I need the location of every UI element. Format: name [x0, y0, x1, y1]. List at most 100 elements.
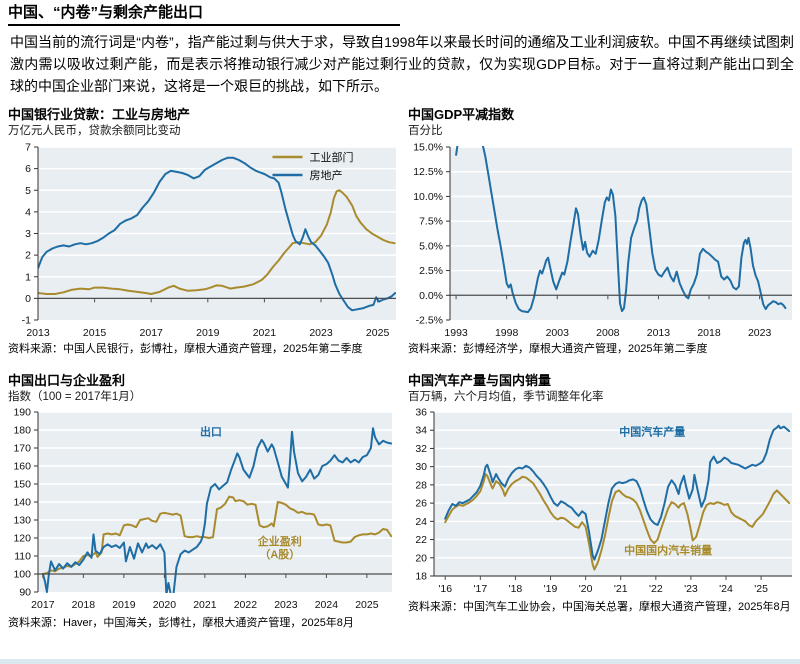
chart-title: 中国GDP平减指数 — [408, 107, 515, 122]
chart-title: 中国出口与企业盈利 — [8, 373, 126, 388]
y-tick-label: 26 — [415, 498, 427, 510]
y-tick-label: 4 — [25, 206, 31, 218]
y-tick-label: 120 — [13, 533, 31, 545]
series-label: 中国汽车产量 — [619, 425, 685, 439]
y-tick-label: -2.5% — [416, 315, 443, 327]
chart-subtitle: 百万辆，六个月均值，季节调整年化率 — [408, 391, 604, 403]
chart-subtitle: 指数（100 = 2017年1月） — [8, 391, 142, 403]
series-line-GDP平减指数 — [455, 146, 787, 314]
x-tick-label: 2003 — [546, 327, 570, 339]
y-tick-label: 30 — [415, 461, 427, 473]
y-tick-label: 110 — [14, 551, 31, 563]
y-tick-label: 190 — [13, 407, 31, 419]
y-tick-label: -1 — [22, 315, 31, 327]
y-tick-label: 100 — [13, 569, 31, 581]
x-tick-label: 2013 — [647, 327, 671, 339]
x-tick-label: 1998 — [495, 327, 519, 339]
chart-exports-profits: 中国出口与企业盈利 指数（100 = 2017年1月） 90 100 110 120 1… — [8, 372, 398, 631]
y-tick-label: 18 — [415, 571, 427, 583]
y-tick-label: 7.5% — [419, 216, 443, 228]
series-label: 企业盈利 — [257, 534, 302, 548]
chart-title: 中国汽车产量与国内销量 — [408, 373, 552, 388]
legend-label: 工业部门 — [309, 150, 353, 164]
chart-auto-production-sales: 中国汽车产量与国内销量 百万辆，六个月均值，季节调整年化率 18 20 22 24 26… — [408, 372, 798, 631]
x-tick-label: 1993 — [444, 327, 468, 339]
series-line-出口 — [41, 427, 392, 593]
y-tick-label: 0 — [25, 293, 31, 305]
x-tick-label: 2023 — [274, 599, 298, 611]
next-section-edge — [0, 659, 800, 664]
chart-source: 资料来源：Haver，中国海关，彭博社，摩根大通资产管理，2025年8月 — [8, 617, 354, 629]
x-tick-label: 2020 — [153, 599, 177, 611]
y-tick-label: 10.0% — [413, 191, 443, 203]
y-tick-label: 3 — [25, 228, 31, 240]
chart-source: 资料来源：中国汽车工业协会，中国海关总署，摩根大通资产管理，2025年8月 — [408, 601, 791, 613]
x-tick-label: 2024 — [315, 599, 339, 611]
x-tick-label: '20 — [579, 583, 593, 595]
y-tick-label: 22 — [415, 534, 427, 546]
exports-profits-chart-canvas: 90 100 110 120 130 140 150 160 170 180 190 2017 2018… — [13, 407, 392, 611]
series-line-中国汽车产量 — [444, 424, 791, 561]
x-tick-label: 2019 — [112, 599, 136, 611]
y-tick-label: 5 — [25, 185, 31, 197]
chart-subtitle: 百分比 — [408, 125, 443, 137]
y-tick-label: 28 — [415, 479, 427, 491]
y-tick-label: 140 — [13, 497, 31, 509]
chart-subtitle: 万亿元人民币，贷款余额同比变动 — [8, 125, 181, 137]
x-tick-label: 2008 — [596, 327, 620, 339]
series-line-中国国内汽车销量 — [444, 473, 791, 571]
x-tick-label: 2018 — [72, 599, 96, 611]
y-tick-label: 150 — [13, 479, 31, 491]
chart-gdp-deflator: 中国GDP平减指数 百分比 -2.5% 0.0% 2.5% 5.0% 7.5% 10.0%… — [408, 106, 798, 357]
legend-label: 房地产 — [309, 168, 342, 182]
y-tick-label: 5.0% — [419, 240, 443, 252]
y-tick-label: 36 — [415, 407, 427, 419]
y-tick-label: 24 — [415, 516, 427, 528]
plot-area — [434, 412, 792, 576]
x-tick-label: 2025 — [355, 599, 379, 611]
series-label: 出口 — [200, 424, 222, 438]
x-tick-label: 2015 — [83, 327, 107, 339]
x-tick-label: 2017 — [31, 599, 55, 611]
chart-bank-loans: 中国银行业贷款：工业与房地产 万亿元人民币，贷款余额同比变动 -1 0 1 2 3 4 5 6… — [8, 106, 398, 357]
chart-source: 资料来源：彭博经济学，摩根大通资产管理，2025年第二季度 — [408, 343, 708, 355]
plot-area — [450, 147, 792, 320]
y-tick-label: 20 — [415, 552, 427, 564]
x-tick-label: '24 — [719, 583, 733, 595]
auto-chart-canvas: 18 20 22 24 26 28 30 32 34 36 '16 '17 '18 '19 '20 '21 '2… — [415, 407, 792, 595]
x-tick-label: '16 — [438, 583, 452, 595]
x-tick-label: 2019 — [196, 327, 220, 339]
x-tick-label: 2023 — [748, 327, 772, 339]
gdp-deflator-chart-canvas: -2.5% 0.0% 2.5% 5.0% 7.5% 10.0% 12.5% 15.0% 1993… — [413, 142, 792, 339]
x-tick-label: 2025 — [366, 327, 390, 339]
x-tick-label: '17 — [473, 583, 487, 595]
y-tick-label: 2 — [25, 250, 31, 262]
x-tick-label: 2017 — [140, 327, 164, 339]
x-tick-label: 2018 — [697, 327, 721, 339]
x-tick-label: '21 — [614, 583, 628, 595]
charts-grid: 中国银行业贷款：工业与房地产 万亿元人民币，贷款余额同比变动 -1 0 1 2 3 4 5 6… — [8, 106, 798, 631]
y-tick-label: 1 — [25, 271, 31, 283]
x-tick-label: '23 — [684, 583, 698, 595]
x-tick-label: '25 — [754, 583, 768, 595]
x-tick-label: 2021 — [193, 599, 217, 611]
chart-source: 资料来源：中国人民银行，彭博社，摩根大通资产管理，2025年第二季度 — [8, 343, 363, 355]
bank-loans-chart-canvas: -1 0 1 2 3 4 5 6 7 2013 2015 2017 2019 2021 2023 2025 工业… — [22, 142, 396, 339]
page-title: 中国、“内卷”与剩余产能出口 — [8, 3, 400, 26]
y-tick-label: 32 — [415, 443, 427, 455]
y-tick-label: 34 — [415, 425, 427, 437]
y-tick-label: 180 — [13, 425, 31, 437]
x-tick-label: '19 — [544, 583, 558, 595]
series-label: 中国国内汽车销量 — [624, 543, 712, 557]
x-tick-label: 2021 — [253, 327, 277, 339]
series-line-工业部门 — [38, 189, 396, 295]
intro-paragraph: 中国当前的流行词是“内卷”，指产能过剩与供大于求，导致自1998年以来最长时间的… — [10, 34, 794, 94]
y-tick-label: 160 — [13, 461, 31, 473]
y-tick-label: 15.0% — [413, 142, 443, 154]
y-tick-label: 7 — [25, 142, 31, 154]
y-tick-label: 2.5% — [419, 265, 443, 277]
y-tick-label: 90 — [19, 587, 31, 599]
x-tick-label: 2013 — [26, 327, 50, 339]
y-tick-label: 170 — [13, 443, 31, 455]
y-tick-label: 0.0% — [419, 290, 443, 302]
